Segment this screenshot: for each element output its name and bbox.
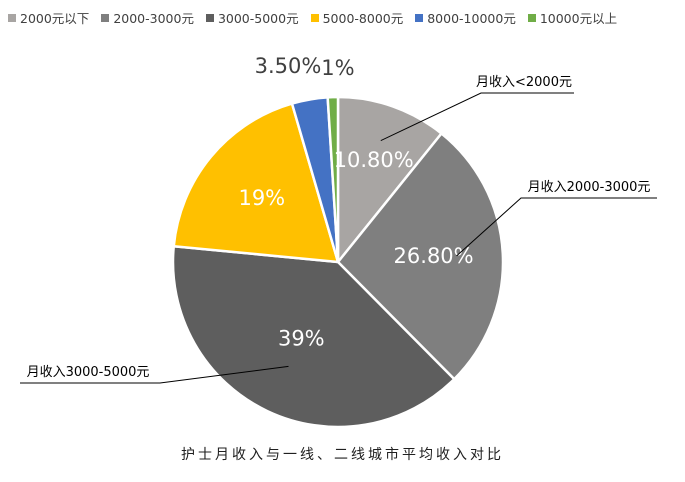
- callout-leader-line: [20, 365, 289, 384]
- slice-value-label: 1%: [321, 56, 354, 80]
- pie-slice: [326, 95, 340, 263]
- legend-item: 10000元以上: [527, 8, 618, 27]
- legend-item: 2000-3000元: [101, 8, 194, 27]
- chart-caption: 护士月收入与一线、二线城市平均收入对比: [181, 447, 504, 463]
- slice-value-label: 39%: [278, 327, 325, 351]
- legend-label: 5000-8000元: [322, 11, 404, 26]
- legend-item: 8000-10000元: [415, 8, 516, 27]
- slice-value-label: 10.80%: [334, 148, 414, 172]
- legend-item: 5000-8000元: [310, 8, 404, 27]
- legend-swatch: [527, 13, 536, 22]
- callout-label: 月收入3000-5000元: [27, 365, 150, 380]
- legend-label: 2000元以下: [20, 11, 90, 26]
- callout-leader-line: [380, 92, 574, 142]
- legend-swatch: [310, 13, 319, 22]
- pie-slice: [336, 131, 505, 381]
- slice-value-label: 19%: [238, 186, 285, 210]
- legend-item: 3000-5000元: [205, 8, 299, 27]
- legend-swatch: [101, 13, 110, 22]
- legend-swatch: [415, 13, 424, 22]
- legend-label: 2000-3000元: [113, 11, 194, 26]
- legend-label: 8000-10000元: [427, 11, 516, 26]
- legend-label: 3000-5000元: [217, 11, 299, 26]
- callout-label: 月收入2000-3000元: [528, 180, 651, 195]
- slice-value-label: 26.80%: [394, 244, 474, 268]
- pie-chart: 10.80% 26.80% 39% 19% 3.50% 1% 月收入<2000元月收入20…: [20, 54, 657, 429]
- chart-legend: 2000元以下 2000-3000元 3000-5000元 5000-8000元 800…: [8, 8, 681, 27]
- slice-value-label: 3.50%: [255, 54, 322, 78]
- pie-slice: [172, 101, 340, 264]
- legend-swatch: [8, 13, 16, 22]
- legend-label: 10000元以上: [539, 11, 618, 26]
- legend-swatch: [205, 13, 214, 22]
- pie-slice: [336, 95, 444, 266]
- callout-leader-line: [456, 197, 657, 257]
- legend-item: 2000元以下: [8, 8, 89, 27]
- pie-slice: [171, 244, 456, 429]
- callout-label: 月收入<2000元: [476, 75, 572, 90]
